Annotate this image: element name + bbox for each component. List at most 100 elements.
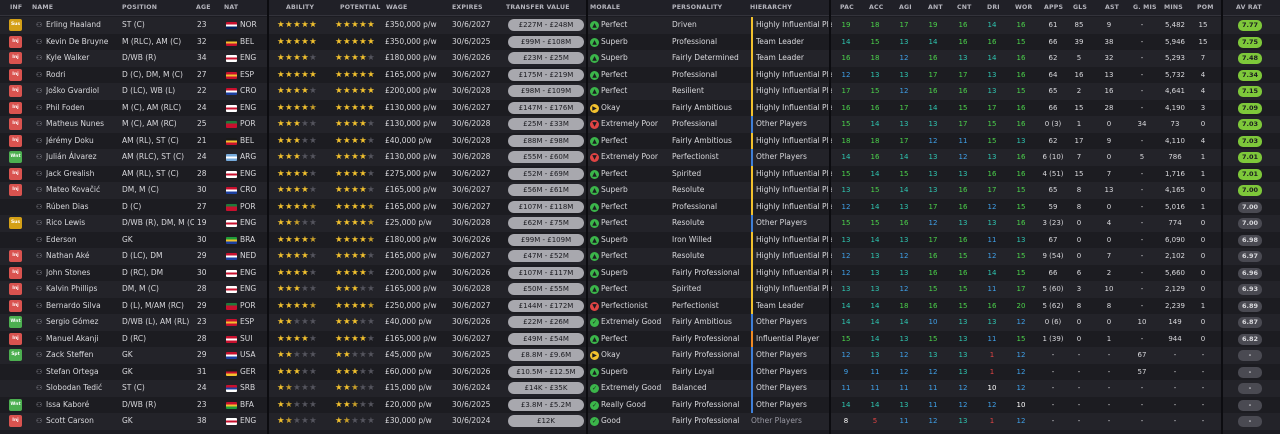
col-header-g-mis[interactable]: G. MIS — [1133, 4, 1157, 11]
col-header-wor[interactable]: WOR — [1015, 4, 1033, 11]
player-name[interactable]: Rúben Dias — [46, 201, 89, 211]
player-name[interactable]: Ederson — [46, 234, 77, 244]
table-row[interactable]: ⚇ Stefan Ortega GK 31 GER ★★★★★ ★★★★★ £60,000 p… — [0, 363, 1280, 380]
table-row[interactable]: ⚇ Ederson GK 30 BRA ★★★★★ ★★★★★ £180,000 p/w 30/… — [0, 231, 1280, 248]
star-icon: ★ — [343, 36, 352, 47]
col-header-ast[interactable]: AST — [1105, 4, 1120, 11]
attribute-value: 15 — [841, 120, 851, 128]
player-name[interactable]: Mateo Kovačić — [46, 185, 101, 194]
player-name[interactable]: Zack Steffen — [46, 350, 94, 359]
table-row[interactable]: Sus ⚇ Erling Haaland ST (C) 23 NOR ★★★★★ ★★★★★ £… — [0, 17, 1280, 34]
col-header-ant[interactable]: ANT — [928, 4, 943, 11]
table-row[interactable]: Inj ⚇ Manuel Akanji D (RC) 28 SUI ★★★★★ ★★★★★ £1… — [0, 330, 1280, 347]
person-icon: ⚇ — [36, 21, 43, 29]
col-header-mins[interactable]: MINS — [1164, 4, 1183, 11]
flag-icon — [226, 286, 237, 293]
player-name[interactable]: Stefan Ortega — [46, 366, 99, 376]
col-header-transfer-value[interactable]: TRANSFER VALUE — [506, 4, 570, 11]
table-row[interactable]: Inj ⚇ Kyle Walker D/WB (R) 34 ENG ★★★★★ ★★★★★ £1… — [0, 50, 1280, 67]
player-name[interactable]: Joško Gvardiol — [46, 86, 100, 95]
player-name[interactable]: Jack Grealish — [46, 168, 95, 178]
table-row[interactable]: Inj ⚇ Matheus Nunes M (C), AM (RC) 25 POR ★★★★… — [0, 116, 1280, 133]
star-icon: ★ — [343, 218, 352, 228]
table-row[interactable]: Inj ⚇ Bernardo Silva D (L), M/AM (RC) 29 POR ★… — [0, 297, 1280, 314]
col-header-apps[interactable]: APPS — [1044, 4, 1064, 11]
player-nation: CRO — [240, 86, 257, 95]
col-header-nat[interactable]: NAT — [224, 4, 239, 11]
col-header-wage[interactable]: WAGE — [386, 4, 408, 11]
contract-expires: 30/6/2027 — [452, 102, 491, 112]
contract-expires: 30/6/2027 — [452, 201, 491, 211]
star-icon: ★ — [343, 185, 352, 195]
col-header-inf[interactable]: INF — [10, 4, 23, 11]
contract-expires: 30/6/2027 — [452, 20, 491, 29]
table-row[interactable]: Inj ⚇ Joško Gvardiol D (LC), WB (L) 22 CRO ★★★… — [0, 83, 1280, 100]
player-name[interactable]: Kalvin Phillips — [46, 284, 98, 293]
player-name[interactable]: Slobodan Tedić — [46, 383, 103, 392]
table-row[interactable]: Spt ⚇ Zack Steffen GK 29 USA ★★★★★ ★★★★★ £45,000… — [0, 347, 1280, 364]
col-header-pac[interactable]: PAC — [840, 4, 854, 11]
player-name[interactable]: Kyle Walker — [46, 53, 90, 62]
player-name[interactable]: Kevin De Bruyne — [46, 36, 109, 46]
player-name[interactable]: Scott Carson — [46, 416, 94, 425]
col-header-dri[interactable]: DRI — [987, 4, 1000, 11]
attribute-value: 12 — [841, 268, 851, 277]
col-header-gls[interactable]: GLS — [1073, 4, 1088, 11]
col-header-agi[interactable]: AGI — [899, 4, 912, 11]
player-name[interactable]: Rodri — [46, 69, 66, 79]
player-name[interactable]: Jérémy Doku — [46, 135, 94, 145]
stat-minutes: - — [1173, 351, 1177, 359]
col-header-hierarchy[interactable]: HIERARCHY — [750, 4, 793, 11]
stat-goals: 15 — [1074, 169, 1084, 178]
col-header-personality[interactable]: PERSONALITY — [672, 4, 723, 11]
player-name[interactable]: Manuel Akanji — [46, 333, 99, 343]
attribute-value: 13 — [958, 219, 968, 227]
table-row[interactable]: Inj ⚇ Rodri D (C), DM, M (C) 27 ESP ★★★★★ ★★★★★… — [0, 66, 1280, 83]
player-name[interactable]: John Stones — [46, 267, 91, 277]
col-header-pom[interactable]: POM — [1197, 4, 1214, 11]
col-header-acc[interactable]: ACC — [869, 4, 884, 11]
table-row[interactable]: ⚇ Rúben Dias D (C) 27 POR ★★★★★ ★★★★★ £165,000 … — [0, 198, 1280, 215]
col-header-ability[interactable]: ABILITY — [286, 4, 315, 11]
player-name[interactable]: Matheus Nunes — [46, 119, 105, 128]
player-name[interactable]: Sergio Gómez — [46, 317, 99, 326]
morale-up-icon: ▲ — [590, 186, 599, 195]
col-header-avrat[interactable]: AV RAT — [1236, 4, 1262, 11]
player-name[interactable]: Erling Haaland — [46, 20, 101, 29]
table-row[interactable]: Inj ⚇ Nathan Aké D (LC), DM 29 NED ★★★★★ ★★★★★ £… — [0, 248, 1280, 265]
star-icon: ★ — [285, 267, 294, 278]
player-name[interactable]: Bernardo Silva — [46, 300, 101, 310]
table-row[interactable]: Inj ⚇ Mateo Kovačić DM, M (C) 30 CRO ★★★★★ ★★★★… — [0, 182, 1280, 199]
col-header-potential[interactable]: POTENTIAL — [340, 4, 381, 11]
stat-apps: 0 (6) — [1044, 318, 1062, 326]
table-row[interactable]: Wnt ⚇ Issa Kaboré D/WB (R) 23 BFA ★★★★★ ★★★★★ £2… — [0, 396, 1280, 413]
table-row[interactable]: Inj ⚇ Jérémy Doku AM (RL), ST (C) 21 BEL ★★★★★… — [0, 132, 1280, 149]
player-name[interactable]: Nathan Aké — [46, 251, 90, 260]
table-row[interactable]: Wnt ⚇ Sergio Gómez D/WB (L), AM (RL) 23 ESP ★★… — [0, 314, 1280, 331]
stat-minutes: 5,732 — [1164, 70, 1186, 79]
col-header-expires[interactable]: EXPIRES — [452, 4, 483, 11]
table-row[interactable]: Inj ⚇ Jack Grealish AM (RL), ST (C) 28 ENG ★★★… — [0, 165, 1280, 182]
col-header-morale[interactable]: MORALE — [590, 4, 621, 11]
player-name[interactable]: Issa Kaboré — [46, 399, 90, 409]
table-row[interactable]: Inj ⚇ Scott Carson GK 38 ENG ★★★★★ ★★★★★ £30,000… — [0, 413, 1280, 430]
player-name[interactable]: Phil Foden — [46, 102, 85, 112]
player-name[interactable]: Rico Lewis — [46, 218, 86, 227]
col-header-name[interactable]: NAME — [32, 4, 54, 11]
star-icon: ★ — [351, 366, 360, 377]
transfer-value-pill: £49M - £54M — [508, 332, 584, 345]
table-row[interactable]: Inj ⚇ Kalvin Phillips DM, M (C) 28 ENG ★★★★★ ★★… — [0, 281, 1280, 298]
attribute-value: 18 — [841, 136, 851, 145]
table-row[interactable]: Inj ⚇ Phil Foden M (C), AM (RLC) 24 ENG ★★★★★ ★… — [0, 99, 1280, 116]
table-row[interactable]: Inj ⚇ Kevin De Bruyne M (RLC), AM (C) 32 BEL ★… — [0, 33, 1280, 50]
table-row[interactable]: Inj ⚇ John Stones D (RC), DM 30 ENG ★★★★★ ★★★★★… — [0, 264, 1280, 281]
player-name[interactable]: Julián Álvarez — [46, 152, 97, 161]
col-header-position[interactable]: POSITION — [122, 4, 158, 11]
contract-expires: 30/6/2026 — [452, 234, 491, 244]
col-header-cnt[interactable]: CNT — [957, 4, 972, 11]
transfer-value-pill: £50M - £55M — [508, 283, 584, 295]
table-row[interactable]: Sus ⚇ Rico Lewis D/WB (R), DM, M (C) 19 ENG ★★… — [0, 215, 1280, 232]
table-row[interactable]: ⚇ Slobodan Tedić ST (C) 24 SRB ★★★★★ ★★★★★ £15,… — [0, 380, 1280, 397]
col-header-age[interactable]: AGE — [196, 4, 211, 11]
table-row[interactable]: Wnt ⚇ Julián Álvarez AM (RLC), ST (C) 24 ARG ★… — [0, 149, 1280, 166]
